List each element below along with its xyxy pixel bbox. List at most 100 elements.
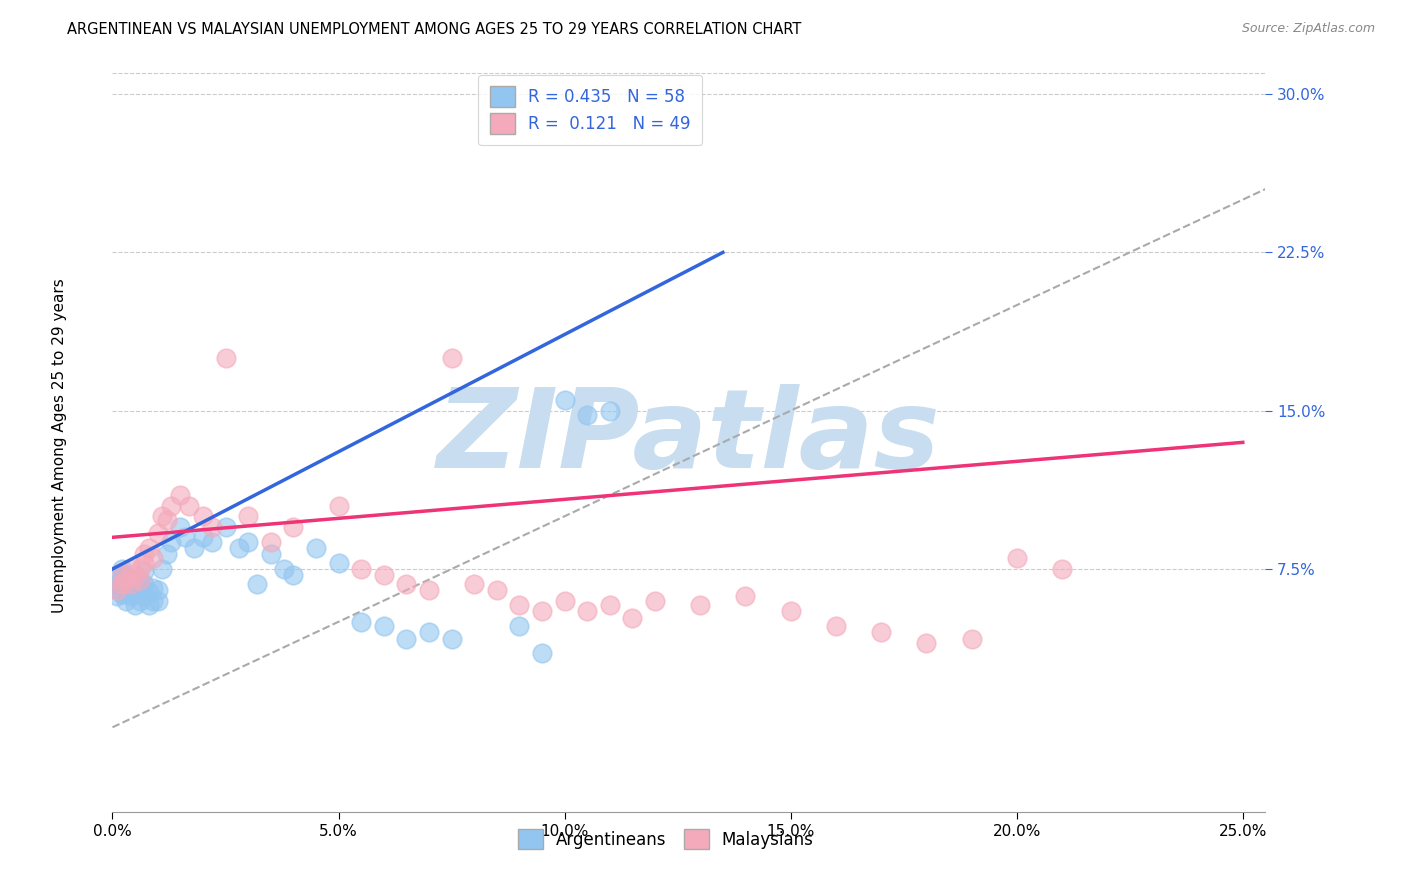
Point (110, 566, 132, 581)
Point (142, 581, 165, 595)
Point (110, 579, 132, 593)
Point (173, 530, 195, 544)
Point (115, 570, 138, 584)
Point (110, 576, 132, 591)
Point (110, 587, 132, 601)
Point (395, 576, 418, 591)
Point (418, 583, 440, 598)
Point (105, 590, 128, 604)
Point (105, 583, 128, 598)
Point (485, 583, 508, 598)
Text: Unemployment Among Ages 25 to 29 years: Unemployment Among Ages 25 to 29 years (52, 278, 66, 614)
Point (305, 541, 328, 555)
Point (160, 499, 183, 513)
Point (273, 562, 295, 576)
Point (115, 576, 138, 591)
Point (689, 598, 711, 612)
Point (142, 551, 165, 566)
Point (328, 556, 350, 570)
Point (124, 598, 146, 612)
Point (960, 632, 983, 646)
Point (373, 568, 395, 582)
Point (236, 534, 259, 549)
Point (120, 590, 142, 604)
Point (508, 598, 530, 612)
Point (825, 619, 848, 633)
Point (395, 632, 418, 646)
Point (156, 513, 179, 527)
Point (621, 610, 644, 624)
Point (236, 509, 259, 524)
Point (105, 583, 128, 598)
Point (644, 593, 666, 607)
Point (201, 534, 224, 549)
Point (599, 598, 621, 612)
Point (530, 647, 553, 661)
Point (169, 520, 191, 534)
Point (350, 562, 373, 576)
Point (150, 509, 173, 524)
Point (124, 587, 146, 601)
Point (146, 583, 169, 598)
Point (779, 604, 801, 618)
Point (915, 636, 938, 650)
Point (260, 534, 283, 549)
Point (156, 547, 179, 561)
Point (138, 598, 160, 612)
Point (870, 625, 893, 640)
Point (115, 585, 138, 599)
Point (110, 568, 132, 582)
Point (530, 604, 553, 618)
Text: ARGENTINEAN VS MALAYSIAN UNEMPLOYMENT AMONG AGES 25 TO 29 YEARS CORRELATION CHAR: ARGENTINEAN VS MALAYSIAN UNEMPLOYMENT AM… (67, 22, 801, 37)
Point (134, 590, 156, 604)
Point (191, 530, 214, 544)
Point (283, 520, 305, 534)
Point (115, 573, 138, 587)
Point (169, 488, 191, 502)
Point (246, 576, 269, 591)
Point (120, 573, 142, 587)
Point (463, 576, 485, 591)
Point (191, 509, 214, 524)
Point (554, 593, 576, 607)
Point (120, 562, 142, 576)
Point (138, 585, 160, 599)
Point (576, 604, 599, 618)
Point (142, 593, 165, 607)
Point (120, 576, 142, 591)
Point (201, 520, 224, 534)
Point (508, 619, 530, 633)
Legend: Argentineans, Malaysians: Argentineans, Malaysians (512, 822, 821, 855)
Point (418, 625, 440, 640)
Point (440, 632, 463, 646)
Point (599, 403, 621, 417)
Text: Source: ZipAtlas.com: Source: ZipAtlas.com (1241, 22, 1375, 36)
Point (128, 573, 150, 587)
Text: ZIPatlas: ZIPatlas (437, 384, 941, 491)
Point (124, 568, 146, 582)
Point (110, 573, 132, 587)
Point (115, 593, 138, 607)
Point (124, 576, 146, 591)
Point (214, 520, 236, 534)
Point (134, 556, 156, 570)
Point (138, 541, 160, 555)
Point (576, 408, 599, 422)
Point (283, 568, 305, 582)
Point (1005, 551, 1028, 566)
Point (120, 581, 142, 595)
Point (160, 534, 183, 549)
Point (105, 576, 128, 591)
Point (260, 547, 283, 561)
Point (1050, 562, 1073, 576)
Point (328, 499, 350, 513)
Point (228, 541, 250, 555)
Point (128, 583, 150, 598)
Point (128, 593, 150, 607)
Point (214, 351, 236, 365)
Point (134, 576, 156, 591)
Point (128, 573, 150, 587)
Point (734, 590, 756, 604)
Point (150, 562, 173, 576)
Point (554, 393, 576, 408)
